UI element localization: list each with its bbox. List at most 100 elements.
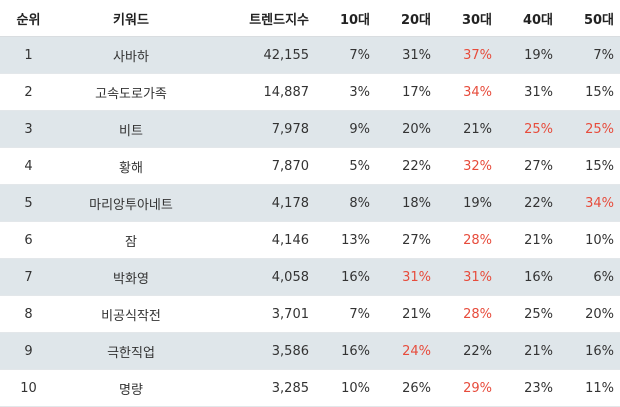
cell-age-50s: 11% — [559, 369, 620, 407]
cell-age-30s: 19% — [437, 184, 498, 222]
cell-age-10s: 9% — [315, 110, 376, 148]
cell-trend-index: 14,887 — [205, 73, 315, 111]
cell-keyword: 박화영 — [57, 258, 205, 296]
cell-age-20s: 20% — [376, 110, 437, 148]
cell-age-10s: 10% — [315, 369, 376, 407]
cell-age-50s: 15% — [559, 73, 620, 111]
cell-age-10s: 16% — [315, 332, 376, 370]
header-row: 순위 키워드 트렌드지수 10대 20대 30대 40대 50대 — [0, 0, 620, 37]
col-header-trend: 트렌드지수 — [205, 0, 315, 37]
cell-age-50s: 16% — [559, 332, 620, 370]
cell-trend-index: 7,870 — [205, 147, 315, 185]
cell-rank: 9 — [0, 332, 57, 370]
cell-keyword: 고속도로가족 — [57, 73, 205, 111]
cell-age-10s: 16% — [315, 258, 376, 296]
cell-keyword: 비공식작전 — [57, 295, 205, 333]
cell-age-40s: 21% — [498, 332, 559, 370]
cell-age-30s: 29% — [437, 369, 498, 407]
cell-age-40s: 19% — [498, 36, 559, 74]
cell-age-20s: 24% — [376, 332, 437, 370]
cell-trend-index: 42,155 — [205, 36, 315, 74]
cell-age-40s: 23% — [498, 369, 559, 407]
cell-age-10s: 8% — [315, 184, 376, 222]
col-header-age-40s: 40대 — [498, 0, 559, 37]
cell-age-20s: 27% — [376, 221, 437, 259]
cell-rank: 7 — [0, 258, 57, 296]
col-header-keyword: 키워드 — [57, 0, 205, 37]
table-row: 7 박화영 4,058 16% 31% 31% 16% 6% — [0, 258, 620, 296]
cell-age-20s: 31% — [376, 36, 437, 74]
cell-age-20s: 17% — [376, 73, 437, 111]
cell-trend-index: 7,978 — [205, 110, 315, 148]
cell-age-30s: 21% — [437, 110, 498, 148]
cell-age-30s: 28% — [437, 295, 498, 333]
cell-keyword: 잠 — [57, 221, 205, 259]
table-row: 5 마리앙투아네트 4,178 8% 18% 19% 22% 34% — [0, 184, 620, 222]
cell-age-40s: 31% — [498, 73, 559, 111]
cell-age-50s: 34% — [559, 184, 620, 222]
cell-trend-index: 4,058 — [205, 258, 315, 296]
cell-age-10s: 7% — [315, 36, 376, 74]
cell-age-20s: 18% — [376, 184, 437, 222]
table-row: 10 명량 3,285 10% 26% 29% 23% 11% — [0, 369, 620, 407]
table-body: 1 사바하 42,155 7% 31% 37% 19% 7% 2 고속도로가족 14,887 3% 17… — [0, 36, 620, 407]
cell-trend-index: 3,701 — [205, 295, 315, 333]
table-row: 2 고속도로가족 14,887 3% 17% 34% 31% 15% — [0, 73, 620, 111]
cell-age-50s: 6% — [559, 258, 620, 296]
col-header-age-20s: 20대 — [376, 0, 437, 37]
col-header-rank: 순위 — [0, 0, 57, 37]
cell-keyword: 사바하 — [57, 36, 205, 74]
col-header-age-50s: 50대 — [559, 0, 620, 37]
cell-trend-index: 4,178 — [205, 184, 315, 222]
cell-keyword: 비트 — [57, 110, 205, 148]
cell-age-10s: 13% — [315, 221, 376, 259]
cell-age-20s: 26% — [376, 369, 437, 407]
cell-rank: 8 — [0, 295, 57, 333]
cell-age-30s: 37% — [437, 36, 498, 74]
cell-age-50s: 20% — [559, 295, 620, 333]
cell-age-50s: 7% — [559, 36, 620, 74]
cell-age-30s: 34% — [437, 73, 498, 111]
cell-age-20s: 31% — [376, 258, 437, 296]
cell-age-40s: 27% — [498, 147, 559, 185]
cell-age-20s: 21% — [376, 295, 437, 333]
table-row: 9 극한직업 3,586 16% 24% 22% 21% 16% — [0, 332, 620, 370]
table-row: 4 황해 7,870 5% 22% 32% 27% 15% — [0, 147, 620, 185]
cell-keyword: 명량 — [57, 369, 205, 407]
cell-age-30s: 31% — [437, 258, 498, 296]
cell-age-40s: 21% — [498, 221, 559, 259]
cell-trend-index: 4,146 — [205, 221, 315, 259]
cell-age-30s: 28% — [437, 221, 498, 259]
cell-age-40s: 25% — [498, 110, 559, 148]
cell-age-50s: 15% — [559, 147, 620, 185]
cell-keyword: 황해 — [57, 147, 205, 185]
cell-age-10s: 3% — [315, 73, 376, 111]
cell-age-40s: 22% — [498, 184, 559, 222]
col-header-age-30s: 30대 — [437, 0, 498, 37]
cell-age-20s: 22% — [376, 147, 437, 185]
cell-rank: 4 — [0, 147, 57, 185]
cell-age-40s: 16% — [498, 258, 559, 296]
cell-trend-index: 3,586 — [205, 332, 315, 370]
cell-rank: 3 — [0, 110, 57, 148]
cell-age-50s: 10% — [559, 221, 620, 259]
cell-age-30s: 22% — [437, 332, 498, 370]
cell-trend-index: 3,285 — [205, 369, 315, 407]
cell-keyword: 마리앙투아네트 — [57, 184, 205, 222]
cell-rank: 1 — [0, 36, 57, 74]
cell-age-10s: 5% — [315, 147, 376, 185]
table-row: 8 비공식작전 3,701 7% 21% 28% 25% 20% — [0, 295, 620, 333]
cell-age-30s: 32% — [437, 147, 498, 185]
cell-age-10s: 7% — [315, 295, 376, 333]
cell-rank: 10 — [0, 369, 57, 407]
cell-rank: 5 — [0, 184, 57, 222]
col-header-age-10s: 10대 — [315, 0, 376, 37]
table-row: 1 사바하 42,155 7% 31% 37% 19% 7% — [0, 36, 620, 74]
cell-age-40s: 25% — [498, 295, 559, 333]
cell-age-50s: 25% — [559, 110, 620, 148]
table-row: 6 잠 4,146 13% 27% 28% 21% 10% — [0, 221, 620, 259]
cell-rank: 6 — [0, 221, 57, 259]
table-row: 3 비트 7,978 9% 20% 21% 25% 25% — [0, 110, 620, 148]
cell-rank: 2 — [0, 73, 57, 111]
